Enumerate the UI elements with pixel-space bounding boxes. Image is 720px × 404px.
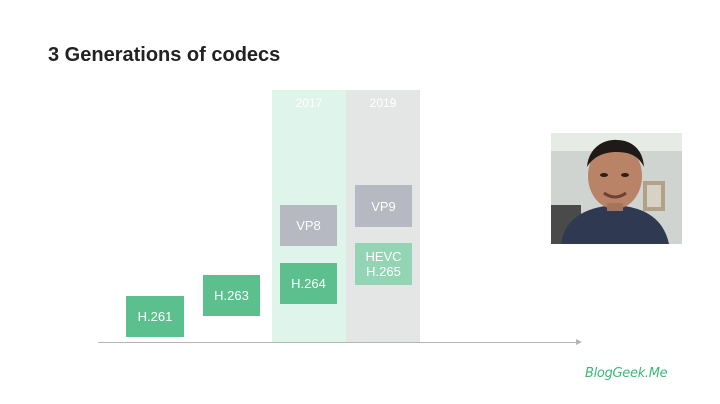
column-label-2019: 2019: [369, 96, 397, 110]
brand-logo: BlogGeek.Me: [585, 366, 668, 381]
presenter-webcam: [551, 133, 682, 244]
presenter-portrait-icon: [551, 133, 682, 244]
codec-box-hevc: HEVC H.265: [355, 243, 412, 285]
column-label-2017: 2017: [295, 96, 323, 110]
codec-label-h265: H.265: [366, 264, 401, 279]
timeline-arrow-icon: [576, 339, 582, 345]
codec-box-vp9: VP9: [355, 185, 412, 227]
codec-box-h261: H.261: [126, 296, 184, 337]
codec-box-h264: H.264: [280, 263, 337, 304]
slide-title: 3 Generations of codecs: [48, 44, 281, 66]
codec-box-h263: H.263: [203, 275, 260, 316]
codec-label-hevc: HEVC: [365, 249, 402, 264]
timeline-axis: [98, 342, 578, 343]
codec-box-vp8: VP8: [280, 205, 337, 246]
